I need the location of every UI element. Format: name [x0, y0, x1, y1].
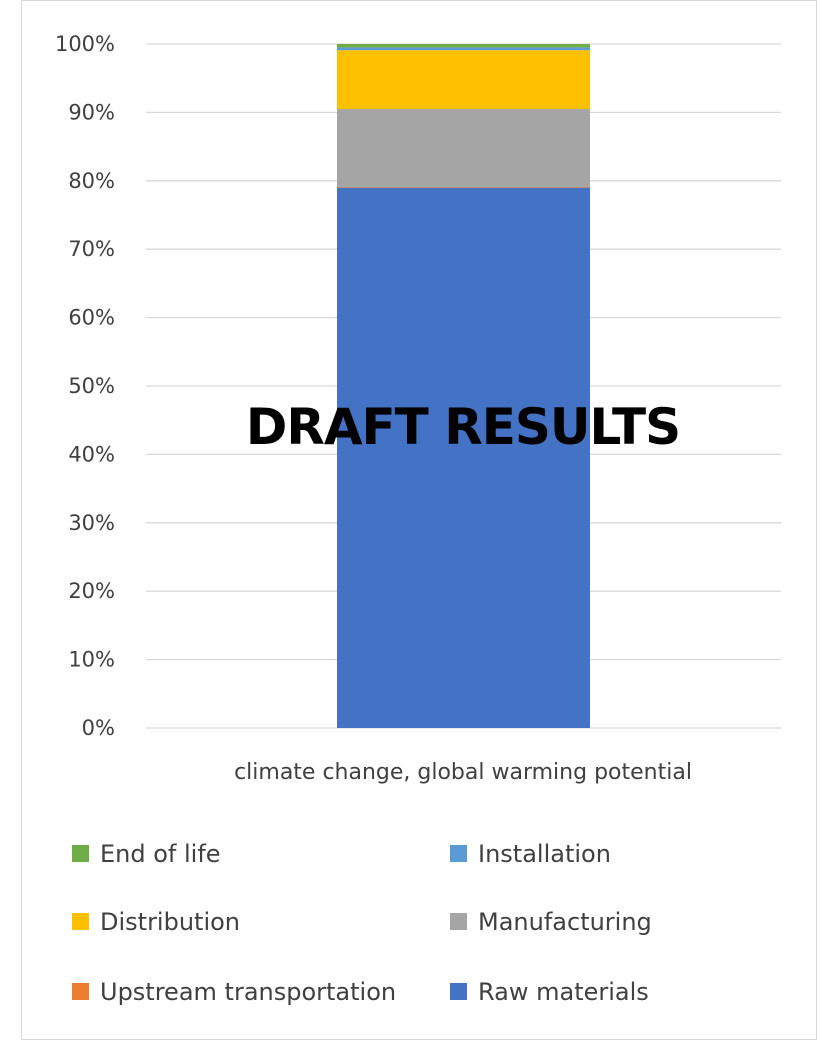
bar-segment-upstream-transportation	[337, 186, 590, 188]
y-tick-label: 50%	[68, 374, 115, 398]
y-tick-label: 90%	[68, 100, 115, 124]
x-axis: climate change, global warming potential	[234, 760, 692, 785]
y-tick-label: 40%	[68, 442, 115, 466]
legend-label: Raw materials	[478, 978, 649, 1006]
legend-swatch	[450, 983, 467, 1000]
legend-label: Distribution	[100, 908, 240, 936]
y-tick-label: 30%	[68, 511, 115, 535]
legend-swatch	[72, 845, 89, 862]
legend-swatch	[72, 913, 89, 930]
legend-label: End of life	[100, 840, 221, 868]
chart-frame: 0% 10% 20% 30% 40% 50% 60% 70% 80% 90% 100% climat…	[21, 0, 817, 1040]
bar-segment-manufacturing	[337, 108, 590, 187]
legend-label: Manufacturing	[478, 908, 652, 936]
bar-segment-raw-materials	[337, 187, 590, 728]
bar-segment-end-of-life	[337, 44, 590, 48]
y-tick-label: 80%	[68, 169, 115, 193]
y-axis: 0% 10% 20% 30% 40% 50% 60% 70% 80% 90% 100%	[55, 32, 115, 740]
bar-segment-installation	[337, 47, 590, 51]
y-tick-label: 0%	[82, 716, 115, 740]
legend-label: Installation	[478, 840, 611, 868]
stacked-bar-chart: 0% 10% 20% 30% 40% 50% 60% 70% 80% 90% 100% climat…	[55, 32, 781, 1006]
y-tick-label: 70%	[68, 237, 115, 261]
legend: End of life Installation Distribution Manuf…	[72, 840, 652, 1006]
draft-watermark: DRAFT RESULTS	[246, 398, 680, 456]
legend-label: Upstream transportation	[100, 978, 396, 1006]
category-label: climate change, global warming potential	[234, 760, 692, 785]
y-tick-label: 20%	[68, 579, 115, 603]
legend-swatch	[450, 845, 467, 862]
y-tick-label: 100%	[55, 32, 115, 56]
legend-swatch	[450, 913, 467, 930]
y-tick-label: 10%	[68, 648, 115, 672]
bar-stack	[337, 44, 590, 728]
legend-swatch	[72, 983, 89, 1000]
bar-segment-distribution	[337, 50, 590, 109]
y-tick-label: 60%	[68, 306, 115, 330]
